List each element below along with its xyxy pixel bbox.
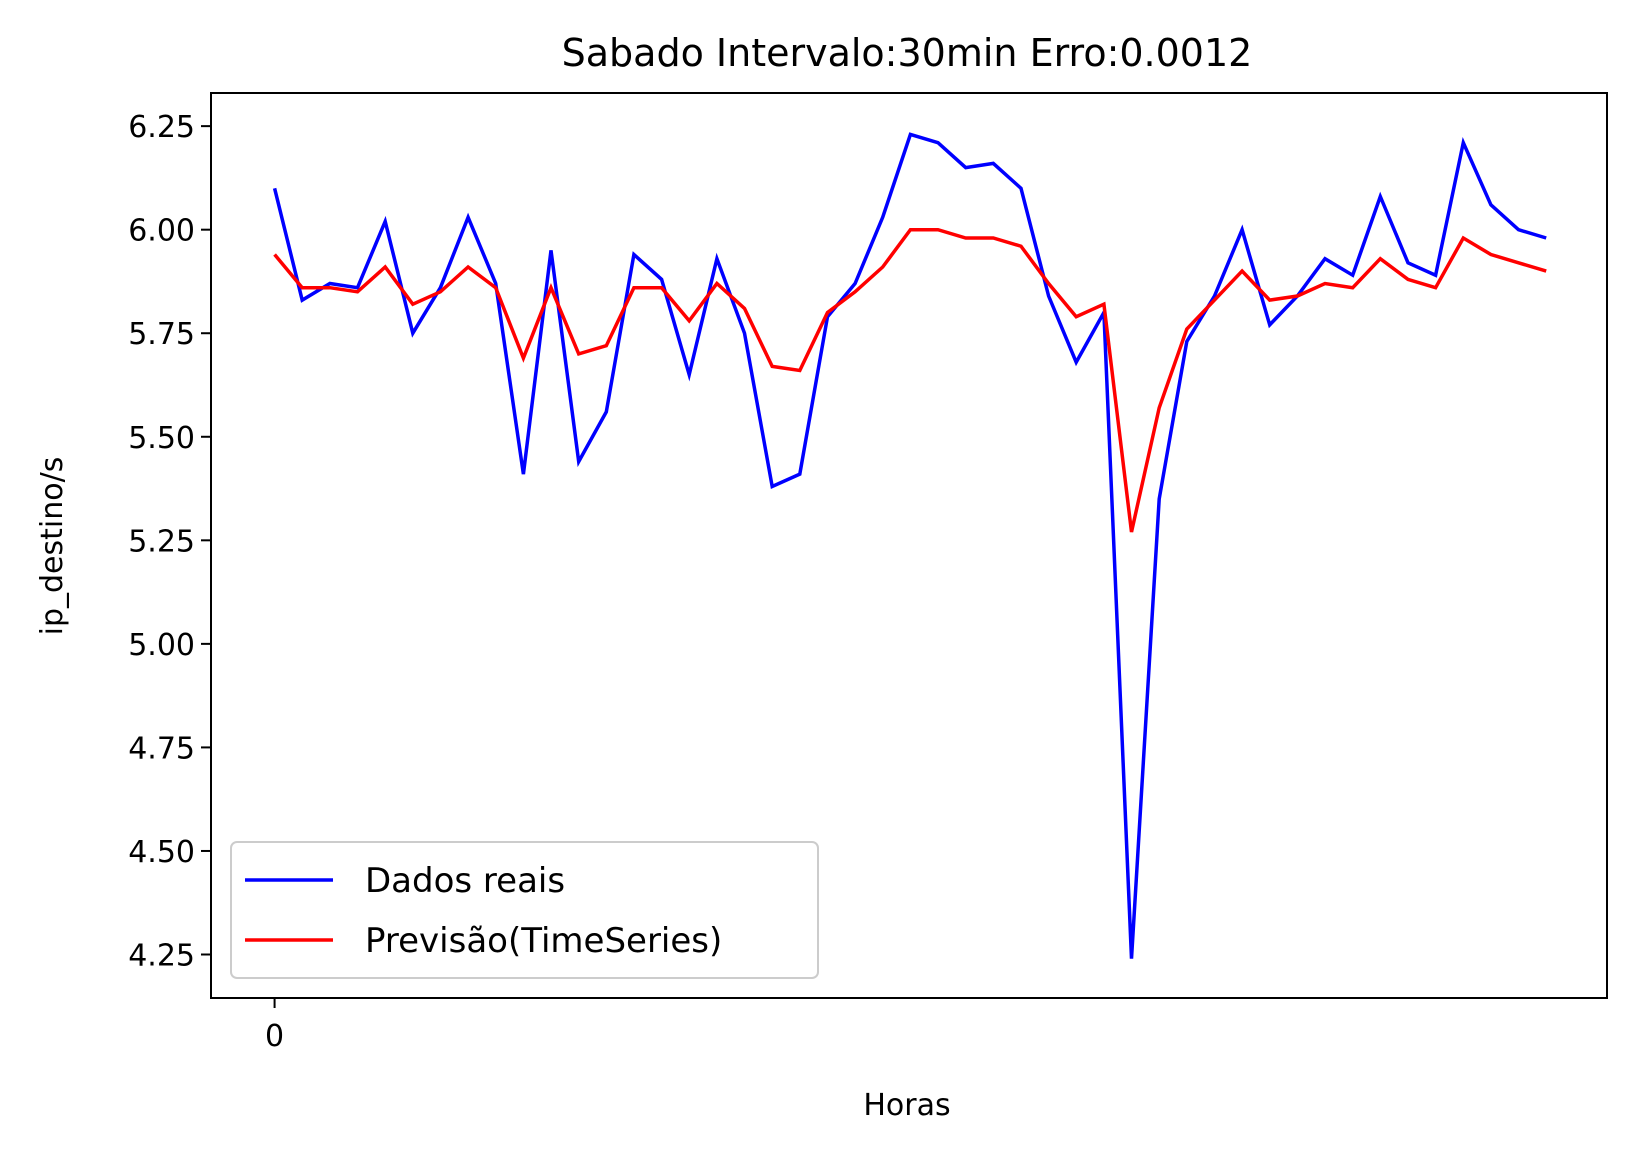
chart-title: Sabado Intervalo:30min Erro:0.0012: [562, 31, 1253, 75]
legend-label-1: Previsão(TimeSeries): [365, 921, 722, 961]
plot-frame: [210, 92, 1608, 999]
chart-legend: Dados reais Previsão(TimeSeries): [230, 841, 819, 979]
series-line-1: [273, 227, 1547, 533]
series-line-0: [272, 132, 1547, 959]
legend-box: [230, 841, 819, 979]
legend-label-0: Dados reais: [365, 861, 565, 901]
x-tick-label: 0: [265, 1019, 284, 1054]
y-tick-label: 6.25: [128, 110, 195, 145]
y-axis-label: ip_destino/s: [35, 457, 70, 636]
y-tick-label: 5.25: [128, 524, 195, 559]
y-tick-label: 5.75: [128, 317, 195, 352]
y-tick-label: 4.50: [128, 835, 195, 870]
y-tick-label: 6.00: [128, 214, 195, 249]
plot-lines: [272, 132, 1547, 959]
y-tick-label: 5.00: [128, 628, 195, 663]
y-tick-label: 5.50: [128, 421, 195, 456]
y-tick-label: 4.75: [128, 731, 195, 766]
y-tick-label: 4.25: [128, 939, 195, 974]
x-axis-ticks: 0: [265, 998, 284, 1054]
y-axis-ticks: 4.25 4.50 4.75 5.00 5.25 5.50 5.75 6.00 6.25: [128, 110, 211, 974]
x-axis-label: Horas: [863, 1088, 950, 1123]
